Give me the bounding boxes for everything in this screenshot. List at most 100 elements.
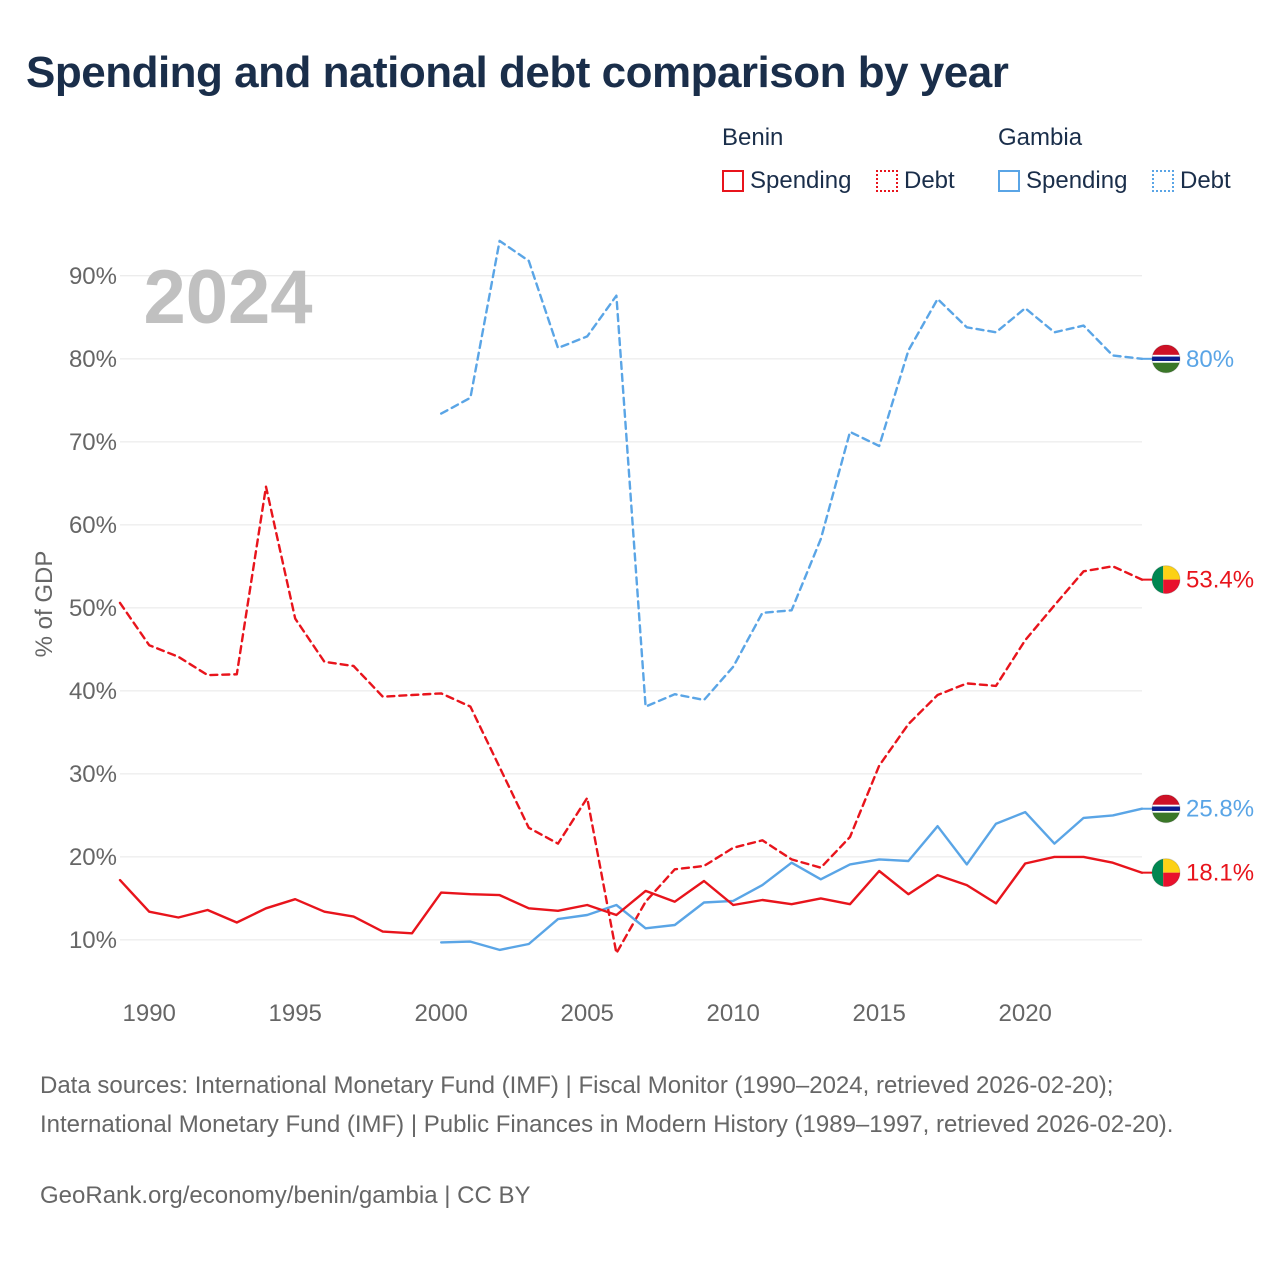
legend-gambia-debt[interactable]: Debt <box>1152 166 1231 196</box>
gambia-spending-point <box>673 923 677 927</box>
gambia-debt-point <box>994 330 998 334</box>
gambia-debt-point <box>790 608 794 612</box>
legend-label: Debt <box>1180 167 1231 194</box>
gambia-flag-icon <box>1152 344 1180 373</box>
benin-debt-point <box>498 765 502 769</box>
x-tick-label: 2000 <box>415 1000 468 1027</box>
gambia-debt-point <box>644 705 648 709</box>
benin-spending-point <box>819 896 823 900</box>
benin-spending-point <box>702 879 706 883</box>
y-tick-label: 90% <box>69 263 117 290</box>
chart-title: Spending and national debt comparison by… <box>26 48 1009 97</box>
benin-spending-line <box>118 855 1144 935</box>
gambia-debt-point <box>673 692 677 696</box>
gambia-debt-point <box>498 239 502 243</box>
benin-debt-point <box>264 485 268 489</box>
benin-spending-point <box>352 915 356 919</box>
benin-debt-point <box>381 695 385 699</box>
benin-spending-point <box>556 909 560 913</box>
benin-debt-point <box>673 867 677 871</box>
flag-stripe <box>1152 361 1180 363</box>
benin-debt-point <box>235 672 239 676</box>
benin-debt-point <box>1111 564 1115 568</box>
legend-swatch-solid-icon <box>998 170 1020 192</box>
legend-benin-debt[interactable]: Debt <box>876 166 955 196</box>
benin-debt-point <box>556 842 560 846</box>
gambia-debt-point <box>702 698 706 702</box>
end-value-label: 80% <box>1186 346 1234 373</box>
benin-debt-point <box>527 826 531 830</box>
x-tick-label: 2020 <box>999 1000 1052 1027</box>
y-tick-label: 80% <box>69 346 117 373</box>
benin-spending-point <box>498 893 502 897</box>
gambia-debt-point <box>1023 306 1027 310</box>
flag-stripe <box>1152 858 1164 887</box>
gambia-debt-point <box>877 444 881 448</box>
x-axis: 1990 1995 2000 2005 2010 2015 2020 <box>123 1000 1052 1027</box>
benin-debt-point <box>644 900 648 904</box>
benin-debt-point <box>848 835 852 839</box>
benin-debt-point <box>1023 638 1027 642</box>
benin-spending-point <box>381 930 385 934</box>
benin-debt-point <box>1052 603 1056 607</box>
benin-debt-point <box>702 864 706 868</box>
benin-spending-point <box>322 910 326 914</box>
benin-spending-point <box>1052 855 1056 859</box>
benin-spending-point <box>614 913 618 917</box>
gambia-debt-point <box>556 346 560 350</box>
flag-stripe <box>1152 794 1180 805</box>
y-tick-label: 10% <box>69 927 117 954</box>
legend-swatch-dotted-icon <box>1152 170 1174 192</box>
year-watermark: 2024 <box>143 255 312 340</box>
y-axis-label: % of GDP <box>31 551 58 658</box>
benin-debt-point <box>1082 569 1086 573</box>
gambia-debt-point <box>439 412 443 416</box>
series <box>118 239 1144 955</box>
gambia-spending-point <box>1082 816 1086 820</box>
flag-stripe <box>1152 354 1180 357</box>
x-tick-label: 1995 <box>269 1000 322 1027</box>
benin-spending-point <box>206 908 210 912</box>
end-value-label: 25.8% <box>1186 796 1254 823</box>
benin-debt-line <box>118 485 1144 955</box>
flag-stripe <box>1152 362 1180 373</box>
y-tick-label: 50% <box>69 595 117 622</box>
flag-stripe <box>1152 806 1180 811</box>
gambia-spending-point <box>731 899 735 903</box>
gambia-debt-point <box>819 537 823 541</box>
credit-link[interactable]: GeoRank.org/economy/benin/gambia | CC BY <box>40 1182 531 1209</box>
benin-debt-point <box>614 951 618 955</box>
benin-spending-point <box>527 906 531 910</box>
gambia-debt-point <box>468 396 472 400</box>
benin-spending-point <box>118 878 122 882</box>
benin-debt-point <box>877 764 881 768</box>
gambia-debt-point <box>527 259 531 263</box>
benin-spending-point <box>293 897 297 901</box>
end-labels: 80% 53.4% 25.8% 18.1% <box>1142 344 1254 888</box>
y-axis: 10% 20% 30% 40% 50% 60% 70% 80% 90% <box>69 263 117 954</box>
legend-group-benin: Benin <box>722 124 784 151</box>
benin-spending-point <box>235 920 239 924</box>
gambia-spending-point <box>965 862 969 866</box>
gambia-spending-point <box>906 859 910 863</box>
benin-spending-point <box>906 892 910 896</box>
gambia-spending-point <box>644 926 648 930</box>
benin-spending-point <box>644 889 648 893</box>
benin-spending-point <box>994 901 998 905</box>
benin-spending-point <box>848 902 852 906</box>
benin-spending-point <box>264 906 268 910</box>
benin-debt-point <box>731 846 735 850</box>
flag-outline <box>1151 794 1181 824</box>
gambia-spending-line <box>440 807 1144 952</box>
gambia-debt-point <box>1111 353 1115 357</box>
flag-stripe <box>1163 565 1180 580</box>
data-sources: Data sources: International Monetary Fun… <box>40 1072 1174 1138</box>
benin-debt-point <box>176 655 180 659</box>
legend-benin-spending[interactable]: Spending <box>722 166 851 196</box>
gambia-spending-point <box>585 913 589 917</box>
benin-spending-point <box>877 869 881 873</box>
y-tick-label: 20% <box>69 844 117 871</box>
legend-label: Spending <box>750 167 852 194</box>
benin-spending-point <box>1111 861 1115 865</box>
legend-gambia-spending[interactable]: Spending <box>998 166 1127 196</box>
